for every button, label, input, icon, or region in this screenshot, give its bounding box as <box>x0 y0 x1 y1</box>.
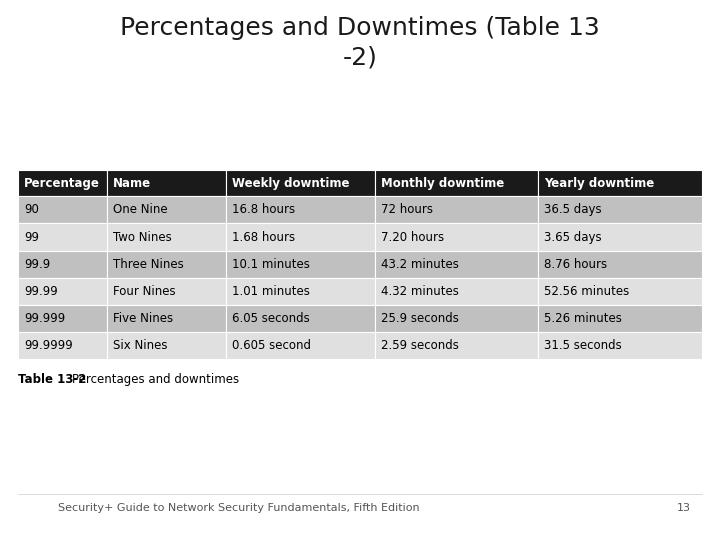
Text: Percentages and Downtimes (Table 13
-2): Percentages and Downtimes (Table 13 -2) <box>120 16 600 70</box>
Text: Weekly downtime: Weekly downtime <box>232 177 349 190</box>
Text: Five Nines: Five Nines <box>113 312 173 325</box>
Text: Yearly downtime: Yearly downtime <box>544 177 654 190</box>
Text: Three Nines: Three Nines <box>113 258 184 271</box>
Text: 99.9999: 99.9999 <box>24 339 73 352</box>
Text: 43.2 minutes: 43.2 minutes <box>381 258 459 271</box>
Text: Two Nines: Two Nines <box>113 231 172 244</box>
Text: 1.01 minutes: 1.01 minutes <box>232 285 310 298</box>
Text: Security+ Guide to Network Security Fundamentals, Fifth Edition: Security+ Guide to Network Security Fund… <box>58 503 419 512</box>
Text: Percentages and downtimes: Percentages and downtimes <box>72 373 239 386</box>
Text: 8.76 hours: 8.76 hours <box>544 258 607 271</box>
Text: 99: 99 <box>24 231 39 244</box>
Text: 99.999: 99.999 <box>24 312 65 325</box>
Text: Name: Name <box>113 177 151 190</box>
Text: 72 hours: 72 hours <box>381 204 433 217</box>
Text: 0.605 second: 0.605 second <box>232 339 311 352</box>
Text: 36.5 days: 36.5 days <box>544 204 602 217</box>
Text: 1.68 hours: 1.68 hours <box>232 231 295 244</box>
Text: Table 13-2: Table 13-2 <box>18 373 86 386</box>
Text: 3.65 days: 3.65 days <box>544 231 602 244</box>
Text: 52.56 minutes: 52.56 minutes <box>544 285 629 298</box>
Text: 6.05 seconds: 6.05 seconds <box>232 312 310 325</box>
Text: Six Nines: Six Nines <box>113 339 168 352</box>
Text: 4.32 minutes: 4.32 minutes <box>381 285 459 298</box>
Text: 90: 90 <box>24 204 39 217</box>
Text: 5.26 minutes: 5.26 minutes <box>544 312 622 325</box>
Text: 31.5 seconds: 31.5 seconds <box>544 339 622 352</box>
Text: Monthly downtime: Monthly downtime <box>381 177 504 190</box>
Text: Four Nines: Four Nines <box>113 285 176 298</box>
Text: Percentage: Percentage <box>24 177 99 190</box>
Text: One Nine: One Nine <box>113 204 168 217</box>
Text: 99.9: 99.9 <box>24 258 50 271</box>
Text: 7.20 hours: 7.20 hours <box>381 231 444 244</box>
Text: 99.99: 99.99 <box>24 285 58 298</box>
Text: 2.59 seconds: 2.59 seconds <box>381 339 459 352</box>
Text: 16.8 hours: 16.8 hours <box>232 204 295 217</box>
Text: 13: 13 <box>678 503 691 512</box>
Text: 25.9 seconds: 25.9 seconds <box>381 312 459 325</box>
Text: 10.1 minutes: 10.1 minutes <box>232 258 310 271</box>
